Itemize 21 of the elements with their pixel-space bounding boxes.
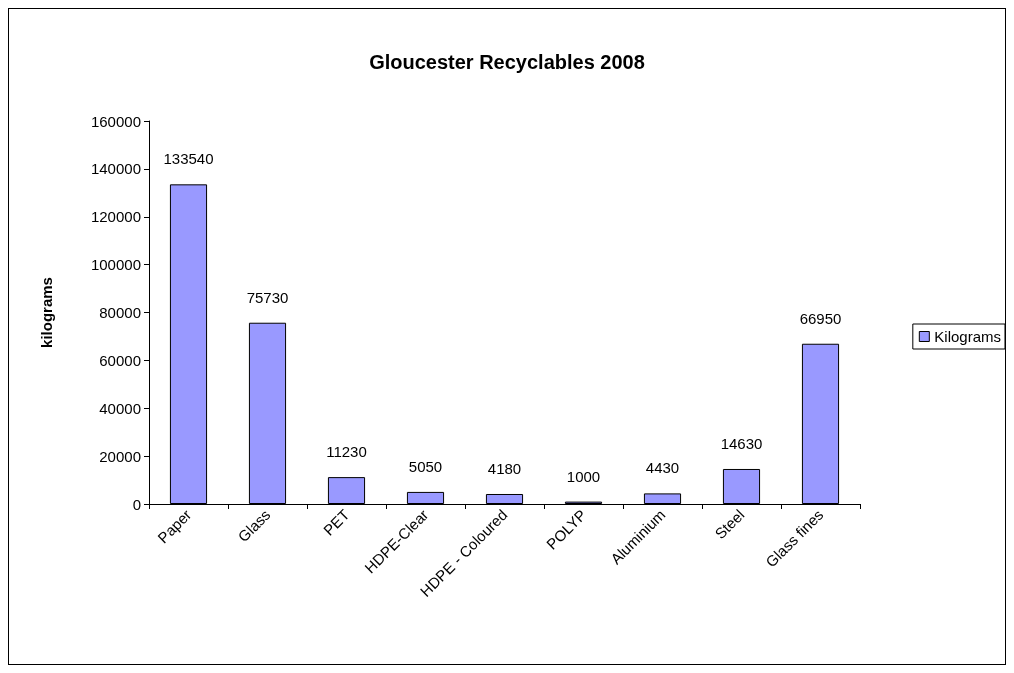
y-tick-label: 160000	[90, 112, 141, 130]
data-label: 4180	[487, 459, 522, 477]
y-axis-title: kilograms	[38, 277, 55, 348]
data-label: 4430	[645, 459, 680, 477]
y-tick-label: 40000	[99, 399, 141, 417]
data-label: 11230	[326, 443, 367, 461]
y-tick-label: 120000	[90, 208, 141, 226]
data-label: 133540	[163, 150, 214, 168]
y-tick-label: 80000	[99, 304, 141, 321]
data-label: 1000	[566, 467, 601, 485]
y-tick-label: 0	[132, 495, 141, 513]
y-tick-label: 140000	[90, 160, 141, 178]
data-label: 5050	[408, 457, 443, 475]
data-label: 66950	[799, 309, 842, 327]
data-label: 75730	[246, 288, 289, 306]
y-tick-label: 100000	[90, 256, 141, 274]
legend-label: Kilograms	[934, 328, 1001, 345]
chart-title: Gloucester Recyclables 2008	[369, 51, 645, 73]
data-label: 14630	[720, 434, 763, 452]
y-tick-label: 60000	[99, 351, 141, 369]
y-tick-label: 20000	[99, 447, 141, 465]
